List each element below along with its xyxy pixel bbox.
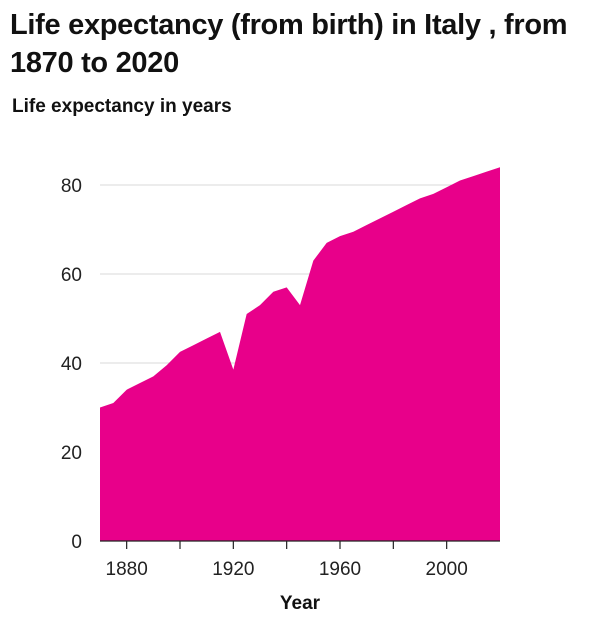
x-tick-label-1920: 1920	[212, 559, 254, 580]
x-tick-label-2000: 2000	[426, 559, 468, 580]
area-series	[100, 167, 500, 541]
x-tick-label-1960: 1960	[319, 559, 361, 580]
x-axis: 1880 1920 1960 2000	[100, 540, 500, 580]
y-axis-label: Life expectancy in years	[12, 96, 232, 117]
y-tick-label-20: 20	[61, 443, 82, 464]
chart-title: Life expectancy (from birth) in Italy , …	[10, 9, 568, 79]
plot-area	[100, 167, 500, 541]
y-tick-label-60: 60	[61, 265, 82, 286]
x-axis-label: Year	[279, 593, 321, 614]
x-tick-label-1880: 1880	[106, 559, 148, 580]
y-axis: 0 20 40 60 80	[61, 176, 82, 553]
y-tick-label-80: 80	[61, 176, 82, 197]
y-tick-label-40: 40	[61, 354, 82, 375]
y-tick-label-0: 0	[71, 532, 82, 553]
